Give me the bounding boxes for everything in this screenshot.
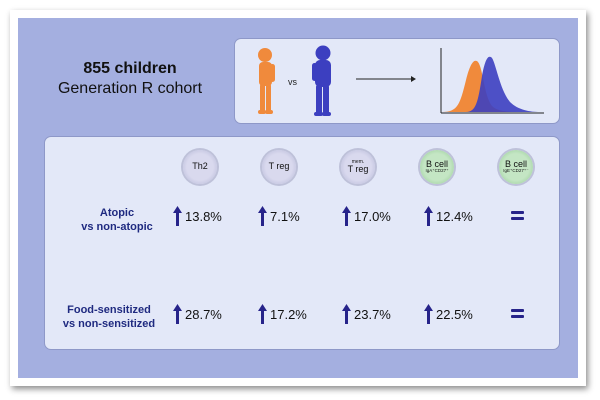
cell-icon-memory-treg: mem. T reg: [341, 150, 375, 184]
up-arrow-icon: [424, 304, 433, 324]
histogram-icon: [440, 48, 544, 114]
up-arrow-icon: [424, 206, 433, 226]
up-arrow-icon: [258, 206, 267, 226]
value-atopic-th2: 13.8%: [173, 206, 222, 226]
value-food-memory-treg: 23.7%: [342, 304, 391, 324]
up-arrow-icon: [173, 304, 182, 324]
blue-child-icon: [312, 45, 331, 116]
row-label-food-sensitized: Food-sensitized vs non-sensitized: [62, 304, 156, 330]
up-arrow-icon: [342, 304, 351, 324]
equal-icon-food-bcell-ige: [511, 309, 524, 321]
cell-icon-bcell-iga: B cell IgA⁺CD27⁺: [420, 150, 454, 184]
cohort-count: 855 children: [83, 60, 177, 77]
up-arrow-icon: [173, 206, 182, 226]
value-atopic-memory-treg: 17.0%: [342, 206, 391, 226]
up-arrow-icon: [342, 206, 351, 226]
equal-icon-atopic-bcell-ige: [511, 211, 524, 223]
orange-child-icon: [258, 48, 275, 114]
cell-icon-treg: T reg: [262, 150, 296, 184]
value-atopic-bcell-iga: 12.4%: [424, 206, 473, 226]
vs-label: vs: [288, 77, 297, 87]
value-food-treg: 17.2%: [258, 304, 307, 324]
cell-icon-bcell-ige: B cell IgE⁺CD27⁺⁻: [499, 150, 533, 184]
cohort-title: 855 children Generation R cohort: [40, 60, 220, 98]
value-atopic-treg: 7.1%: [258, 206, 300, 226]
cell-icon-th2: Th2: [183, 150, 217, 184]
value-food-th2: 28.7%: [173, 304, 222, 324]
row-label-atopic: Atopic vs non-atopic: [81, 207, 153, 233]
results-box: [44, 136, 560, 350]
cohort-name: Generation R cohort: [57, 80, 203, 97]
up-arrow-icon: [258, 304, 267, 324]
right-arrow-icon: [356, 76, 416, 82]
value-food-bcell-iga: 22.5%: [424, 304, 473, 324]
